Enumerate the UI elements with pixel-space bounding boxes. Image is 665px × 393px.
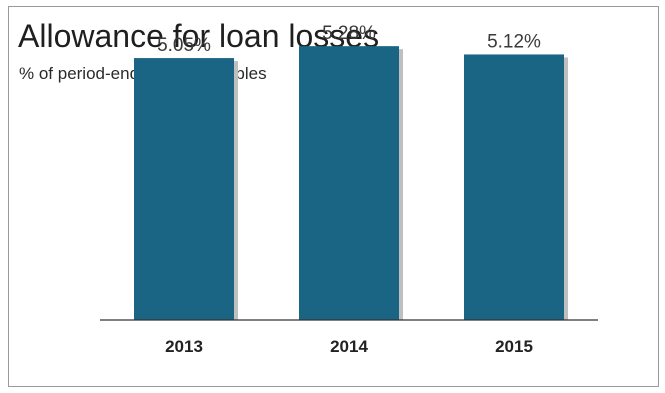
bars-group <box>134 46 568 321</box>
bar-2015 <box>464 54 564 321</box>
x-tick-label-2013: 2013 <box>165 337 203 356</box>
labels-group: 5.05% 2013 5.28% 2014 5.12% 2015 <box>157 23 541 356</box>
x-tick-label-2014: 2014 <box>330 337 368 356</box>
bar-2013 <box>134 58 234 320</box>
bar-2014 <box>299 46 399 320</box>
data-label-2013: 5.05% <box>157 35 211 56</box>
data-label-2014: 5.28% <box>322 23 376 44</box>
x-tick-label-2015: 2015 <box>495 337 533 356</box>
data-label-2015: 5.12% <box>487 31 541 52</box>
